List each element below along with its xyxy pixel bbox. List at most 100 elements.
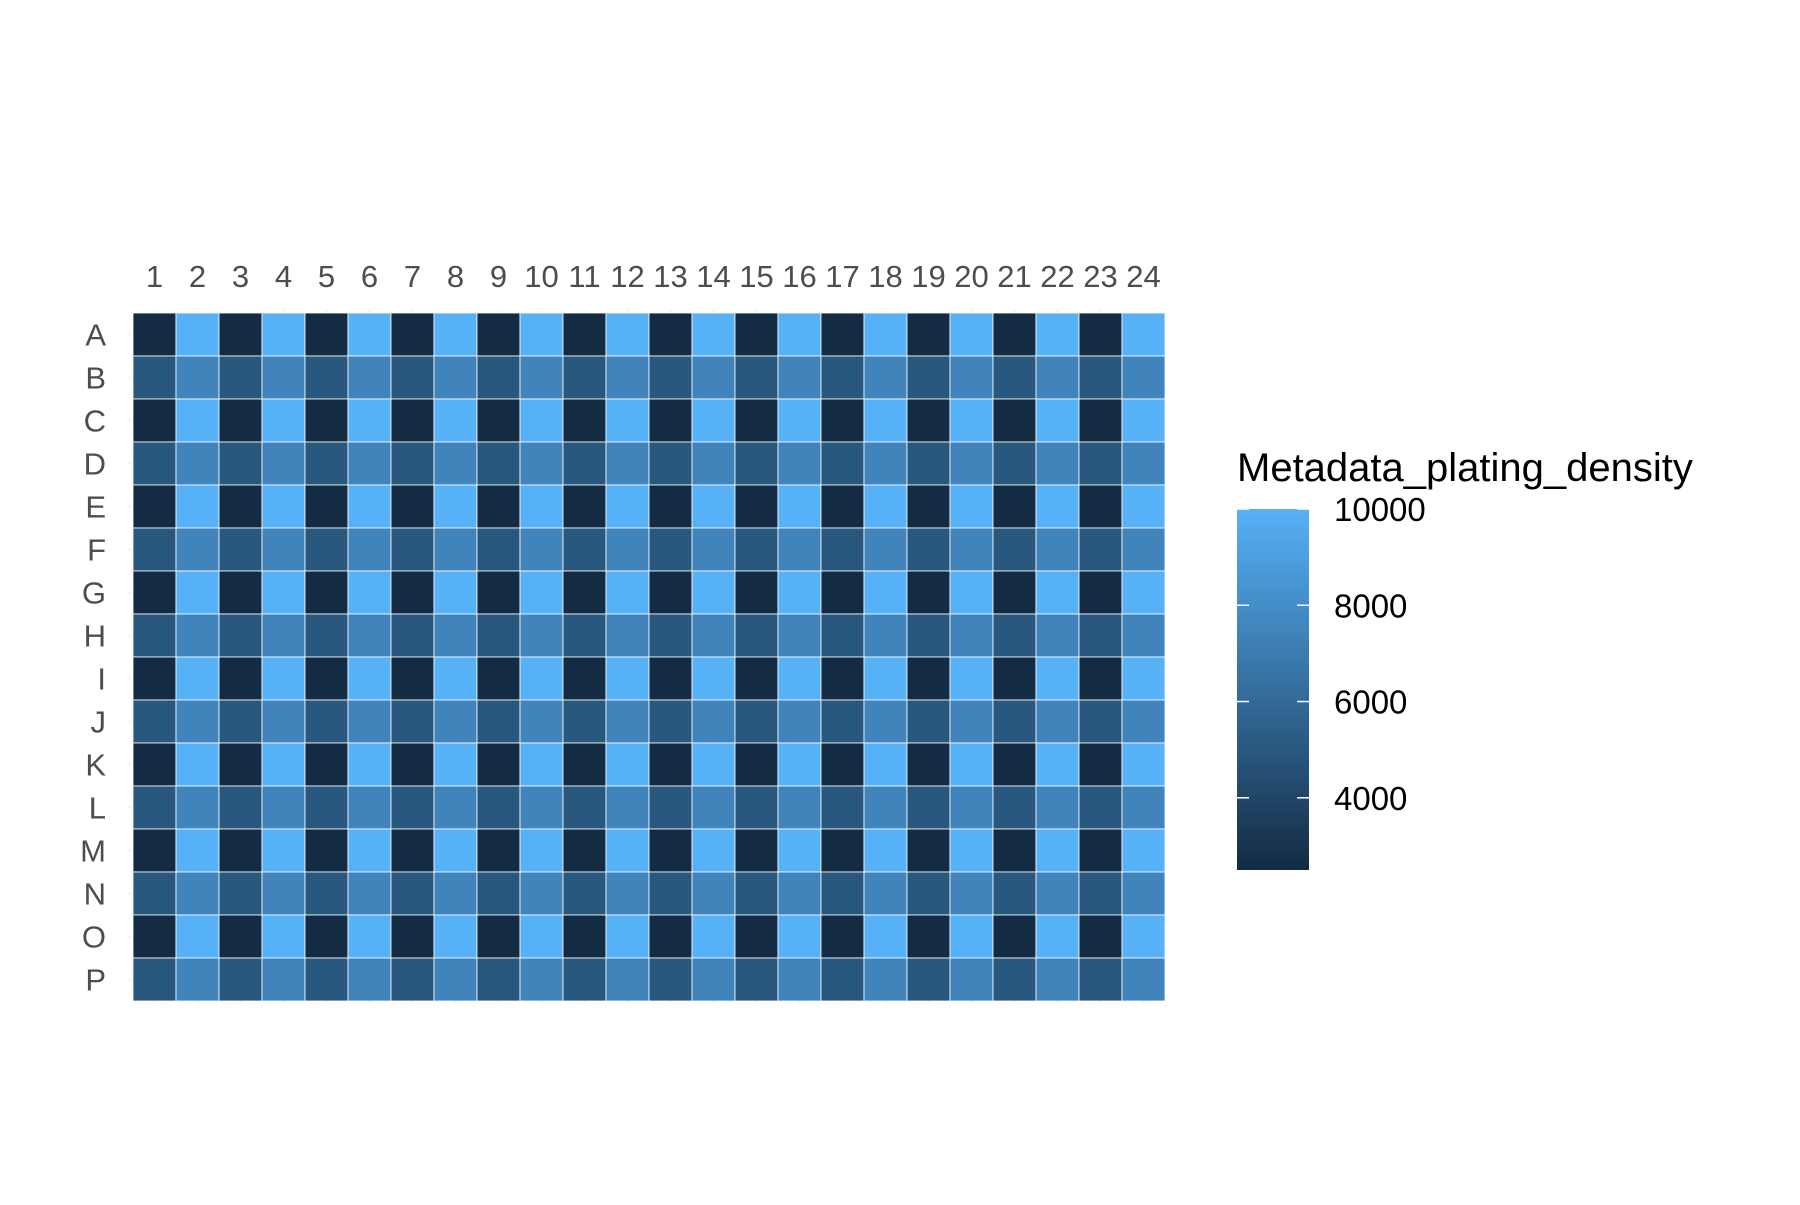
heatmap-cell-H20 bbox=[949, 613, 994, 658]
y-tick-label-O: O bbox=[82, 920, 106, 955]
heatmap-cell-F9 bbox=[476, 527, 521, 572]
heatmap-cell-K10 bbox=[519, 742, 564, 787]
heatmap-cell-B5 bbox=[304, 355, 349, 400]
heatmap-cell-I1 bbox=[132, 656, 177, 701]
heatmap-cell-E22 bbox=[1035, 484, 1080, 529]
heatmap-cell-E13 bbox=[648, 484, 693, 529]
heatmap-cell-D12 bbox=[605, 441, 650, 486]
heatmap-cell-B13 bbox=[648, 355, 693, 400]
heatmap-cell-C1 bbox=[132, 398, 177, 443]
x-tick-label-18: 18 bbox=[868, 259, 902, 294]
heatmap-cell-G6 bbox=[347, 570, 392, 615]
heatmap-cell-I13 bbox=[648, 656, 693, 701]
heatmap-cell-H2 bbox=[175, 613, 220, 658]
heatmap-cell-F11 bbox=[562, 527, 607, 572]
heatmap-cell-E7 bbox=[390, 484, 435, 529]
heatmap-cell-L16 bbox=[777, 785, 822, 830]
heatmap-cell-A6 bbox=[347, 312, 392, 357]
heatmap-cell-B6 bbox=[347, 355, 392, 400]
heatmap-cell-E12 bbox=[605, 484, 650, 529]
heatmap-cell-K20 bbox=[949, 742, 994, 787]
heatmap-cell-G7 bbox=[390, 570, 435, 615]
x-tick-label-5: 5 bbox=[318, 259, 335, 294]
heatmap-cell-N18 bbox=[863, 871, 908, 916]
x-tick-label-20: 20 bbox=[954, 259, 988, 294]
heatmap-cell-L8 bbox=[433, 785, 478, 830]
heatmap-cell-P6 bbox=[347, 957, 392, 1002]
heatmap-cell-N9 bbox=[476, 871, 521, 916]
heatmap-cell-L10 bbox=[519, 785, 564, 830]
heatmap-cell-L9 bbox=[476, 785, 521, 830]
heatmap-cell-I16 bbox=[777, 656, 822, 701]
heatmap-cell-F23 bbox=[1078, 527, 1123, 572]
heatmap-cell-O11 bbox=[562, 914, 607, 959]
heatmap-cell-L1 bbox=[132, 785, 177, 830]
heatmap-cell-L12 bbox=[605, 785, 650, 830]
heatmap-cell-F20 bbox=[949, 527, 994, 572]
heatmap-cell-D10 bbox=[519, 441, 564, 486]
legend-title: Metadata_plating_density bbox=[1237, 446, 1693, 490]
heatmap-cell-N15 bbox=[734, 871, 779, 916]
heatmap-cell-K9 bbox=[476, 742, 521, 787]
x-tick-label-12: 12 bbox=[610, 259, 644, 294]
heatmap-cell-D16 bbox=[777, 441, 822, 486]
heatmap-cell-D1 bbox=[132, 441, 177, 486]
heatmap-cell-I8 bbox=[433, 656, 478, 701]
heatmap-cell-D2 bbox=[175, 441, 220, 486]
heatmap-cell-O4 bbox=[261, 914, 306, 959]
heatmap-cell-A8 bbox=[433, 312, 478, 357]
heatmap-cell-C23 bbox=[1078, 398, 1123, 443]
heatmap-cell-E6 bbox=[347, 484, 392, 529]
heatmap-cell-J9 bbox=[476, 699, 521, 744]
heatmap-cell-A11 bbox=[562, 312, 607, 357]
heatmap-cell-B24 bbox=[1121, 355, 1166, 400]
heatmap-cell-N10 bbox=[519, 871, 564, 916]
heatmap-cell-L21 bbox=[992, 785, 1037, 830]
heatmap-cell-D19 bbox=[906, 441, 951, 486]
heatmap-cell-C19 bbox=[906, 398, 951, 443]
heatmap-cell-G8 bbox=[433, 570, 478, 615]
heatmap-cell-O6 bbox=[347, 914, 392, 959]
heatmap-cell-L13 bbox=[648, 785, 693, 830]
heatmap-cell-M2 bbox=[175, 828, 220, 873]
heatmap-cell-M17 bbox=[820, 828, 865, 873]
heatmap-cell-F5 bbox=[304, 527, 349, 572]
heatmap-cell-N17 bbox=[820, 871, 865, 916]
heatmap-cell-B22 bbox=[1035, 355, 1080, 400]
heatmap-cell-E1 bbox=[132, 484, 177, 529]
heatmap-cell-C21 bbox=[992, 398, 1037, 443]
heatmap-cell-N22 bbox=[1035, 871, 1080, 916]
y-tick-label-I: I bbox=[97, 662, 106, 697]
heatmap-cell-N24 bbox=[1121, 871, 1166, 916]
heatmap-cell-L4 bbox=[261, 785, 306, 830]
heatmap-cell-A19 bbox=[906, 312, 951, 357]
heatmap-cell-G18 bbox=[863, 570, 908, 615]
heatmap-cell-D13 bbox=[648, 441, 693, 486]
x-tick-label-17: 17 bbox=[825, 259, 859, 294]
x-tick-label-1: 1 bbox=[146, 259, 163, 294]
heatmap-cell-O2 bbox=[175, 914, 220, 959]
heatmap-cell-D14 bbox=[691, 441, 736, 486]
heatmap-cell-A22 bbox=[1035, 312, 1080, 357]
heatmap-cell-J21 bbox=[992, 699, 1037, 744]
heatmap-cell-L17 bbox=[820, 785, 865, 830]
heatmap-cell-F2 bbox=[175, 527, 220, 572]
heatmap-cell-N3 bbox=[218, 871, 263, 916]
heatmap-cell-O18 bbox=[863, 914, 908, 959]
heatmap-cell-O19 bbox=[906, 914, 951, 959]
heatmap-cell-F18 bbox=[863, 527, 908, 572]
heatmap-cell-G21 bbox=[992, 570, 1037, 615]
heatmap-cell-A23 bbox=[1078, 312, 1123, 357]
heatmap-cell-E24 bbox=[1121, 484, 1166, 529]
heatmap-cell-E8 bbox=[433, 484, 478, 529]
x-tick-label-4: 4 bbox=[275, 259, 292, 294]
heatmap-cell-N5 bbox=[304, 871, 349, 916]
heatmap-cell-N1 bbox=[132, 871, 177, 916]
y-tick-label-J: J bbox=[91, 705, 107, 740]
heatmap-cell-P18 bbox=[863, 957, 908, 1002]
x-tick-label-15: 15 bbox=[739, 259, 773, 294]
heatmap-cell-I6 bbox=[347, 656, 392, 701]
heatmap-cell-G10 bbox=[519, 570, 564, 615]
heatmap-cell-H22 bbox=[1035, 613, 1080, 658]
